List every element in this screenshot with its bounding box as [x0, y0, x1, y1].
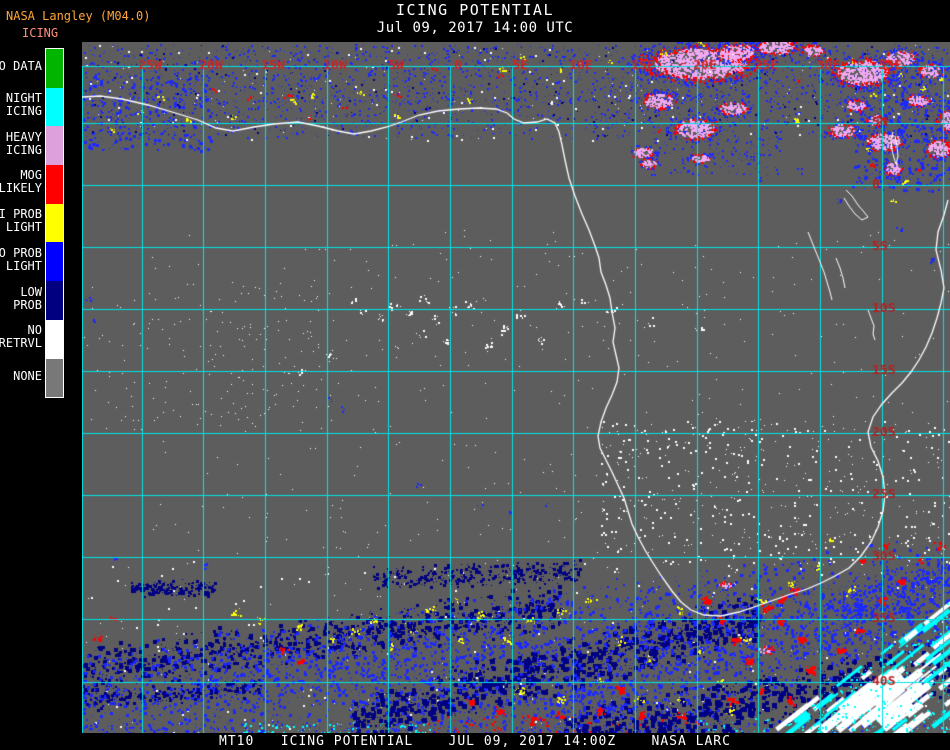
legend-label-heavy-icing: ICING — [5, 142, 42, 157]
legend-swatch-low-prob — [46, 281, 63, 320]
icing-legend: O DATA NIGHT ICING HEAVY ICING MOG LIKELY I PRO… — [0, 0, 64, 410]
legend-label-hi-prob: LIGHT — [5, 220, 42, 235]
legend-swatch-heavy-icing — [46, 126, 63, 166]
legend-label-no-retrvl: RETRVL — [0, 336, 42, 351]
legend-label-low-prob: PROB — [13, 297, 42, 312]
legend-swatch-mog-likely — [46, 165, 63, 204]
legend-swatch-none — [46, 358, 63, 398]
legend-label-night-icing: NIGHT — [5, 91, 42, 106]
icing-product-label: ICING — [22, 26, 59, 40]
legend-swatch-no-retrvl — [46, 319, 63, 359]
legend-label-none: NONE — [13, 368, 42, 383]
timestamp-subtitle: Jul 09, 2017 14:00 UTC — [376, 20, 574, 36]
legend-label-mod-prob: LIGHT — [5, 258, 42, 273]
footer-status-bar: MT10 ICING POTENTIAL JUL 09, 2017 14:00Z… — [0, 733, 950, 750]
legend-swatch-night-icing — [46, 87, 63, 127]
legend-label-mog-likely: LIKELY — [0, 181, 42, 196]
legend-label-mod-prob: O PROB — [0, 245, 42, 260]
legend-swatch-no-data — [46, 49, 63, 88]
legend-swatch-mod-prob — [46, 242, 63, 282]
legend-color-bar — [45, 48, 64, 399]
legend-label-night-icing: ICING — [5, 104, 42, 119]
legend-swatch-hi-prob — [46, 203, 63, 243]
legend-label-low-prob: LOW — [20, 284, 42, 299]
icing-map-canvas — [82, 42, 950, 733]
page-title: ICING POTENTIAL — [396, 1, 554, 19]
legend-label-hi-prob: I PROB — [0, 207, 42, 222]
legend-label-no-data: O DATA — [0, 59, 42, 74]
legend-label-heavy-icing: HEAVY — [5, 129, 42, 144]
nasa-langley-label: NASA Langley (M04.0) — [6, 9, 151, 23]
legend-label-no-retrvl: NO — [27, 323, 42, 338]
legend-label-mog-likely: MOG — [20, 168, 42, 183]
